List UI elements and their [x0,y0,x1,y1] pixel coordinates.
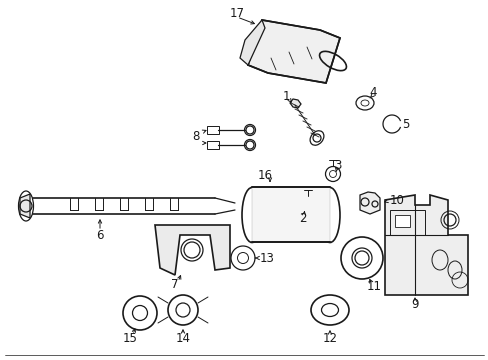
Bar [251,187,329,242]
Text: 4: 4 [368,86,376,99]
Polygon shape [155,225,229,275]
Text: 10: 10 [389,194,404,207]
Bar [394,215,409,227]
Text: 16: 16 [257,168,272,181]
Text: 13: 13 [260,252,274,265]
Polygon shape [240,20,264,65]
Text: 9: 9 [410,298,418,311]
Polygon shape [384,195,467,295]
Text: 3: 3 [334,158,341,171]
Text: 8: 8 [192,130,199,143]
Text: 6: 6 [96,229,103,242]
Text: 7: 7 [171,279,179,292]
Text: 17: 17 [229,6,244,19]
Text: 11: 11 [366,280,381,293]
Text: 14: 14 [175,332,190,345]
Bar [206,126,219,134]
Polygon shape [247,20,339,83]
Polygon shape [359,192,379,214]
Bar [389,210,424,235]
Text: 12: 12 [322,332,337,345]
Text: 1: 1 [282,90,289,103]
Bar [206,141,219,149]
Text: 15: 15 [122,332,137,345]
Text: 2: 2 [299,212,306,225]
Text: 5: 5 [401,117,408,131]
Polygon shape [20,194,30,218]
Polygon shape [289,99,301,108]
